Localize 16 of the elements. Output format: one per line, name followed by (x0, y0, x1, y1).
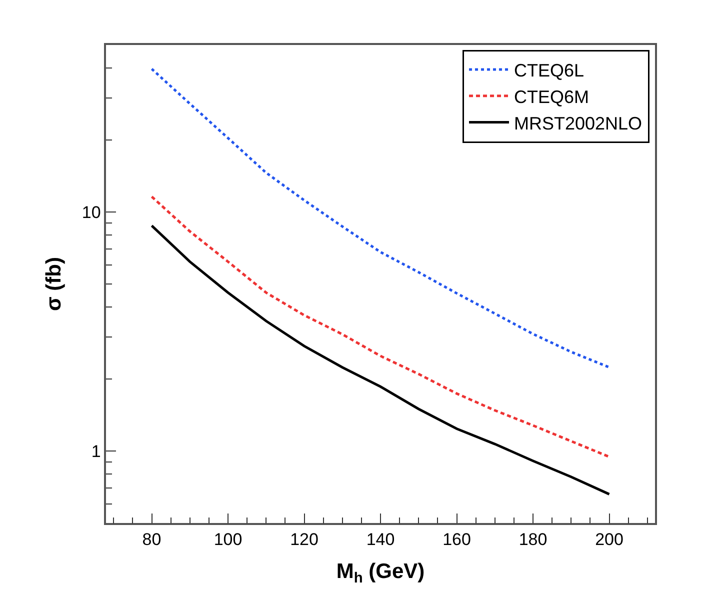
x-axis-title: M$_{h}$ (GeV) (336, 560, 425, 586)
x-tick-label: 140 (366, 530, 395, 550)
y-tick-label: 1 (91, 442, 101, 461)
x-tick-label: 120 (290, 530, 318, 550)
line-series (150, 195, 610, 458)
x-tick-label: 180 (518, 530, 548, 550)
line-series (150, 224, 610, 496)
y-tick-label: 10 (82, 203, 101, 222)
legend-label: CTEQ6M (514, 86, 590, 107)
x-tick-label: 200 (595, 530, 624, 550)
legend-label: CTEQ6L (514, 60, 584, 80)
legend-label: MRST2002NLO (514, 113, 642, 134)
x-tick-label: 80 (142, 530, 162, 550)
x-tick-label: 100 (214, 530, 242, 550)
y-axis-title: σ (fb) (42, 256, 66, 312)
x-tick-label: 160 (442, 530, 471, 550)
